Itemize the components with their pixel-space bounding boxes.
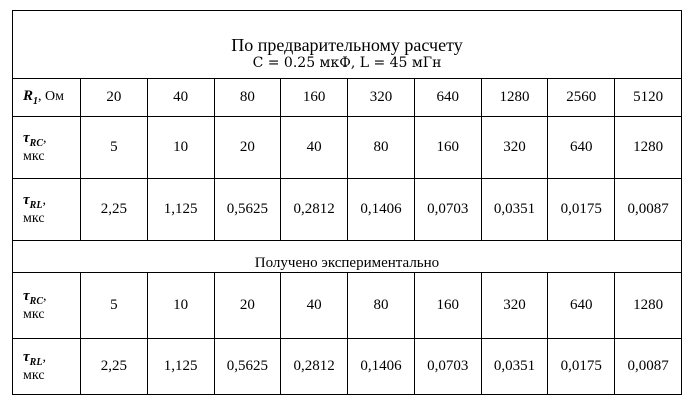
data-table: По предварительному расчету C = 0.25 мкФ… [12, 10, 682, 395]
value-cell: 5 [80, 116, 148, 179]
value-cell: 1280 [614, 116, 682, 179]
table-row: τRC, мкс 5 10 20 40 80 160 320 640 1280 [12, 272, 682, 339]
subtitle: C = 0.25 мкФ, L = 45 мГн [252, 54, 442, 71]
label-unit: мкс [23, 306, 45, 322]
value-cell: 2560 [547, 78, 616, 117]
value-cell: 80 [347, 272, 415, 339]
label-separator: , [43, 289, 47, 305]
value-cell: 320 [480, 116, 549, 179]
value-cell: 20 [80, 78, 148, 117]
label-symbol: τ [23, 192, 30, 209]
title-row: По предварительному расчету C = 0.25 мкФ… [12, 10, 682, 79]
value-cell: 20 [213, 116, 282, 179]
value-cell: 5120 [614, 78, 682, 117]
value-cell: 0,0703 [413, 338, 482, 395]
value-cell: 0,0351 [480, 338, 549, 395]
row-label: τRC, мкс [12, 272, 81, 339]
value-cell: 20 [213, 272, 282, 339]
label-separator: , [42, 193, 46, 209]
value-cell: 0,5625 [213, 178, 282, 241]
row-label: τRL, мкс [12, 178, 81, 241]
label-unit: мкс [23, 210, 45, 226]
row-label: R1, Ом [12, 78, 81, 117]
value-cell: 5 [80, 272, 148, 339]
table-row: τRL, мкс 2,25 1,125 0,5625 0,2812 0,1406 0,0703… [12, 178, 682, 241]
value-cell: 1280 [480, 78, 549, 117]
value-cell: 80 [213, 78, 282, 117]
value-cell: 0,0087 [614, 338, 682, 395]
value-cell: 2,25 [80, 178, 148, 241]
table-row: τRL, мкс 2,25 1,125 0,5625 0,2812 0,1406 0,0703… [12, 338, 682, 395]
label-separator: , [42, 350, 46, 366]
label-subscript: RL [29, 199, 43, 211]
table-body: По предварительному расчету C = 0.25 мкФ… [12, 10, 682, 395]
title-cell: По предварительному расчету C = 0.25 мкФ… [12, 10, 682, 79]
label-separator: , [43, 131, 47, 147]
value-cell: 0,2812 [280, 338, 349, 395]
label-subscript: 1 [33, 95, 39, 107]
value-cell: 0,0175 [547, 178, 616, 241]
value-cell: 10 [146, 272, 215, 339]
value-cell: 640 [413, 78, 482, 117]
row-label: τRL, мкс [12, 338, 81, 395]
label-symbol: τ [23, 130, 30, 147]
label-subscript: RC [29, 137, 44, 149]
value-cell: 0,5625 [213, 338, 282, 395]
section-row: Получено экспериментально [12, 240, 682, 273]
value-cell: 0,0175 [547, 338, 616, 395]
label-symbol: R [23, 88, 34, 105]
row-label: τRC, мкс [12, 116, 81, 179]
value-cell: 1280 [614, 272, 682, 339]
label-symbol: τ [23, 349, 30, 366]
label-unit: Ом [45, 89, 64, 105]
table-row: τRC, мкс 5 10 20 40 80 160 320 640 1280 [12, 116, 682, 179]
value-cell: 160 [413, 116, 482, 179]
value-cell: 0,2812 [280, 178, 349, 241]
value-cell: 640 [547, 272, 616, 339]
section-title: Получено экспериментально [12, 240, 682, 273]
value-cell: 1,125 [146, 338, 215, 395]
label-separator: , [38, 89, 42, 105]
value-cell: 640 [547, 116, 616, 179]
label-symbol: τ [23, 288, 30, 305]
title: По предварительному расчету [231, 34, 463, 55]
value-cell: 0,0351 [480, 178, 549, 241]
label-subscript: RC [29, 295, 44, 307]
value-cell: 0,1406 [347, 338, 415, 395]
value-cell: 2,25 [80, 338, 148, 395]
value-cell: 80 [347, 116, 415, 179]
value-cell: 320 [347, 78, 415, 117]
value-cell: 10 [146, 116, 215, 179]
label-unit: мкс [23, 367, 45, 383]
value-cell: 160 [413, 272, 482, 339]
table-row: R1, Ом 20 40 80 160 320 640 1280 2560 5120 [12, 78, 682, 117]
value-cell: 0,0087 [614, 178, 682, 241]
value-cell: 160 [280, 78, 349, 117]
value-cell: 40 [280, 116, 349, 179]
value-cell: 1,125 [146, 178, 215, 241]
value-cell: 0,1406 [347, 178, 415, 241]
value-cell: 0,0703 [413, 178, 482, 241]
label-subscript: RL [29, 356, 43, 368]
value-cell: 40 [280, 272, 349, 339]
label-unit: мкс [23, 148, 45, 164]
value-cell: 40 [146, 78, 215, 117]
value-cell: 320 [480, 272, 549, 339]
